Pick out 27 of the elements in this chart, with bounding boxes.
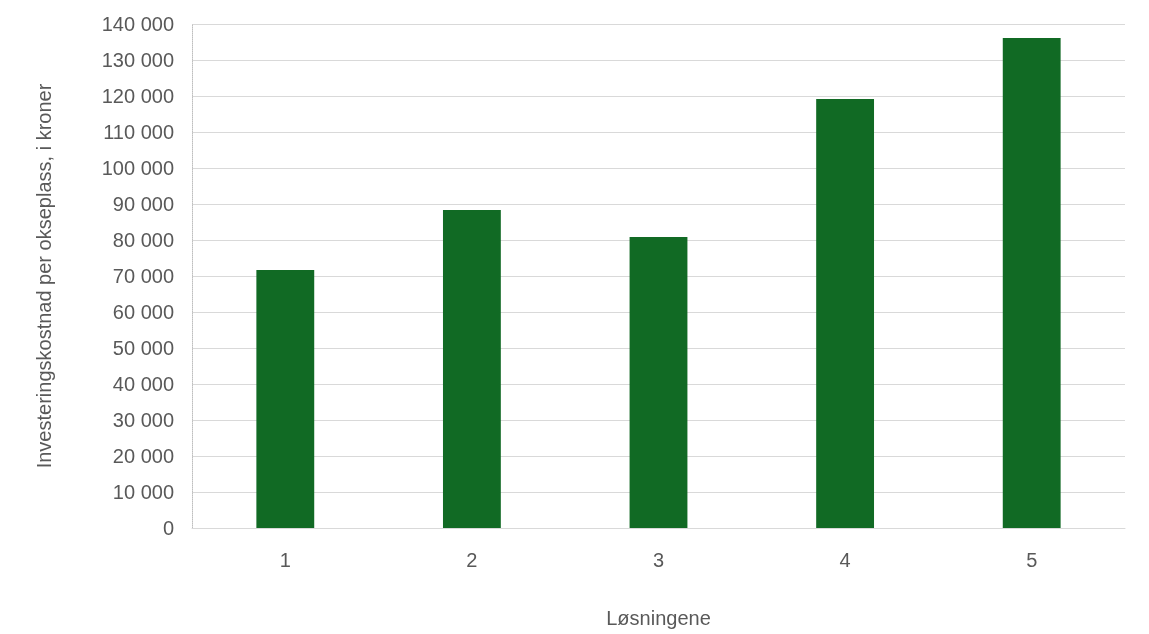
bar (256, 269, 315, 528)
y-tick-label: 20 000 (112, 445, 174, 467)
y-tick-label: 40 000 (112, 373, 174, 395)
y-axis-title: Investeringskostnad per okseplass, i kroner (33, 83, 55, 469)
x-axis-title: Løsningene (606, 607, 711, 629)
y-tick-label: 0 (162, 517, 174, 539)
bar (1002, 38, 1061, 528)
y-tick-label: 30 000 (112, 409, 174, 431)
y-tick-label: 100 000 (101, 157, 174, 179)
y-tick-label: 110 000 (103, 121, 174, 143)
x-tick-label: 3 (652, 549, 665, 571)
y-tick-label: 10 000 (112, 481, 174, 503)
y-tick-label: 80 000 (112, 229, 174, 251)
y-tick-label: 50 000 (112, 337, 174, 359)
x-tick-label: 4 (839, 549, 851, 571)
bar (629, 237, 688, 528)
x-tick-label: 2 (466, 549, 478, 571)
y-tick-label: 140 000 (101, 13, 174, 35)
y-tick-label: 90 000 (112, 193, 174, 215)
bar (816, 98, 875, 528)
y-tick-label: 130 000 (101, 49, 174, 71)
x-tick-label: 5 (1026, 549, 1038, 571)
bar (442, 210, 501, 528)
x-tick-label: 1 (279, 549, 291, 571)
y-tick-label: 70 000 (112, 265, 174, 287)
y-tick-label: 120 000 (101, 85, 174, 107)
y-tick-label: 60 000 (112, 301, 174, 323)
